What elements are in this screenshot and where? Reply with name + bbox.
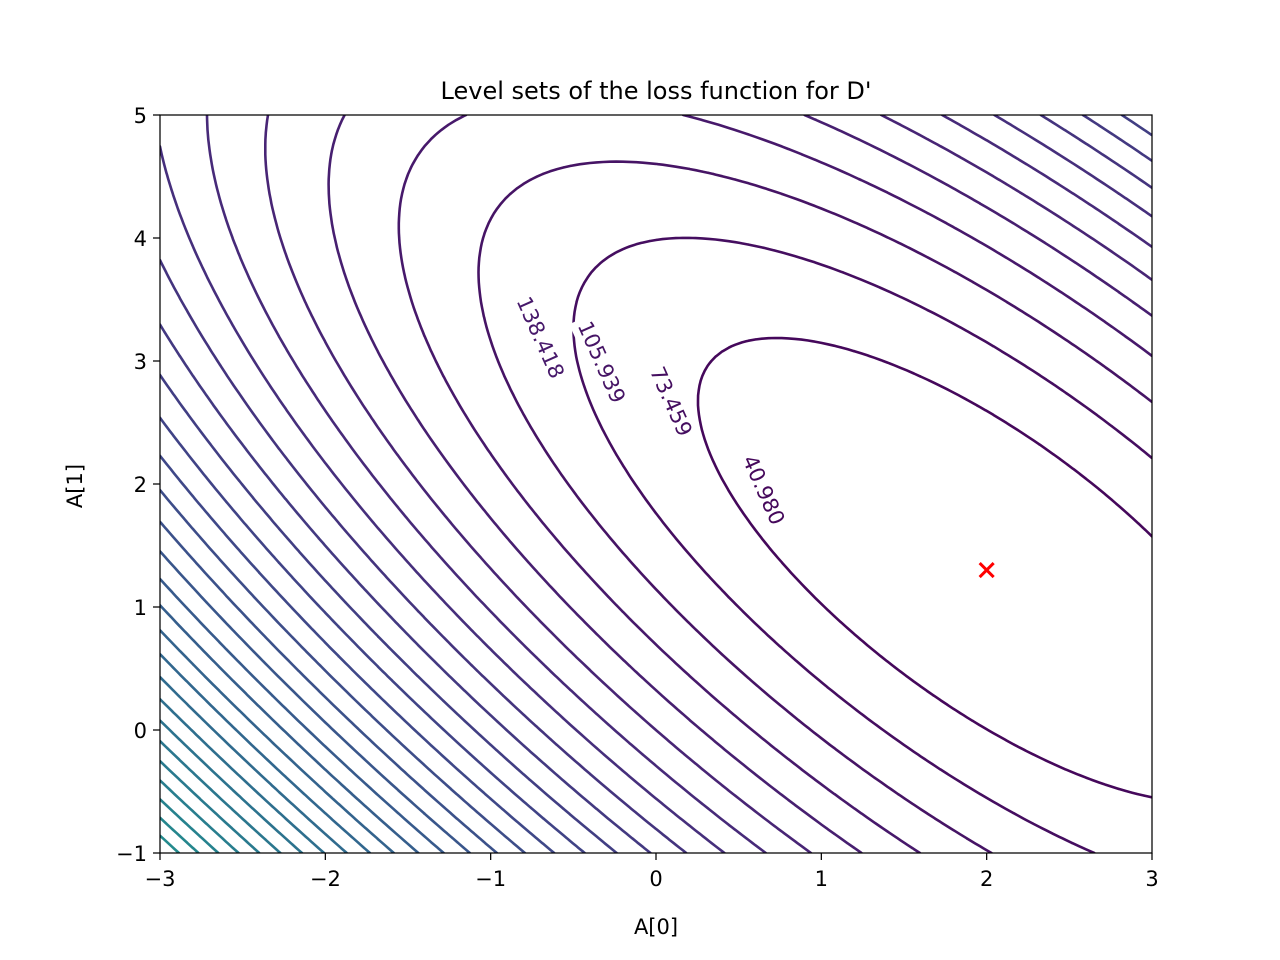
x-tick-label: 2 — [980, 867, 993, 891]
contour-label-0: 40.980 — [733, 446, 794, 534]
contour-level-21 — [160, 697, 326, 853]
contour-level-19 — [160, 652, 372, 853]
y-tick-label: 5 — [134, 104, 147, 128]
x-tick-label: 3 — [1145, 867, 1158, 891]
x-tick-label: −2 — [310, 867, 341, 891]
contour-level-22 — [160, 719, 304, 853]
contour-level-11 — [160, 416, 586, 853]
x-tick-label: −3 — [145, 867, 176, 891]
contour-level-5 — [264, 115, 1152, 853]
contour-level-6 — [205, 115, 1152, 853]
contour-level-16 — [160, 577, 445, 853]
contour-label-1: 73.459 — [641, 357, 701, 446]
contour-lines — [160, 115, 1152, 853]
contour-level-7 — [160, 115, 1152, 853]
contour-level-28 — [160, 834, 181, 853]
contour-level-14 — [160, 520, 499, 853]
y-axis: −1 0 1 2 3 4 5 — [116, 104, 160, 866]
contour-level-0 — [696, 336, 1152, 799]
minimum-marker — [978, 562, 995, 579]
marker-stroke — [978, 562, 995, 579]
x-axis: −3 −2 −1 0 1 2 3 — [145, 853, 1159, 891]
contour-level-12 — [160, 454, 556, 853]
contour-level-17 — [160, 604, 420, 853]
y-tick-label: −1 — [116, 842, 147, 866]
contour-level-10 — [160, 115, 1152, 853]
y-tick-label: 4 — [134, 227, 147, 251]
contour-level-27 — [160, 816, 200, 853]
contour-label-2: 105.939 — [569, 312, 634, 412]
x-tick-label: 0 — [649, 867, 662, 891]
contour-label-3: 138.418 — [508, 288, 573, 387]
contour-level-9 — [160, 115, 1152, 853]
plot-frame — [159, 114, 1153, 854]
x-axis-label: A[0] — [634, 915, 678, 939]
y-tick-label: 1 — [134, 596, 147, 620]
contour-level-2 — [477, 160, 1152, 853]
contour-level-3 — [397, 115, 1152, 853]
contour-level-25 — [160, 779, 240, 853]
contour-level-18 — [160, 629, 396, 853]
x-tick-label: −1 — [475, 867, 506, 891]
y-tick-label: 0 — [134, 719, 147, 743]
contour-level-24 — [160, 759, 261, 853]
y-axis-label: A[1] — [63, 464, 87, 508]
contour-level-26 — [160, 798, 220, 853]
y-tick-label: 3 — [134, 350, 147, 374]
contour-level-15 — [160, 550, 472, 853]
contour-level-13 — [160, 488, 527, 853]
contour-level-1 — [572, 236, 1152, 853]
chart-title: Level sets of the loss function for D' — [441, 77, 872, 105]
x-tick-label: 1 — [815, 867, 828, 891]
contour-level-23 — [160, 739, 282, 853]
y-tick-label: 2 — [134, 473, 147, 497]
contour-level-8 — [160, 115, 1152, 853]
contour-level-20 — [160, 675, 348, 853]
contour-level-4 — [327, 115, 1152, 853]
contour-label-text: 73.459 — [645, 363, 697, 440]
